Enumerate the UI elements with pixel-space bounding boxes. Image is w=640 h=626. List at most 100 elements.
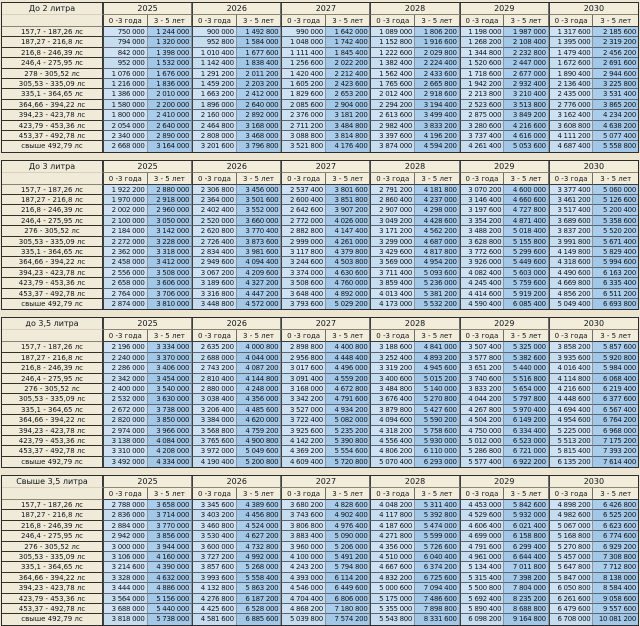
price-cell[interactable]: 4 187 600	[370, 520, 416, 532]
age-header[interactable]: 0 -3 года	[192, 172, 237, 185]
price-cell[interactable]: 3 461 200	[548, 195, 594, 206]
price-cell[interactable]: 5 093 600	[415, 267, 460, 279]
price-cell[interactable]: 3 689 600	[548, 215, 594, 227]
price-cell[interactable]: 3 206 400	[192, 404, 237, 416]
price-cell[interactable]: 1 896 000	[192, 99, 237, 111]
price-cell[interactable]: 2 435 000	[548, 89, 594, 100]
price-cell[interactable]: 5 671 400	[593, 236, 638, 248]
price-cell[interactable]: 4 667 600	[370, 562, 416, 573]
year-header[interactable]: 2029	[459, 318, 549, 331]
price-cell[interactable]: 2 890 000	[147, 130, 193, 142]
price-cell[interactable]: 6 335 400	[593, 278, 638, 289]
price-cell[interactable]: 2 691 600	[593, 58, 638, 69]
price-cell[interactable]: 750 000	[103, 27, 148, 38]
price-cell[interactable]: 2 433 600	[415, 68, 460, 79]
price-cell[interactable]: 4 868 200	[281, 603, 326, 615]
price-cell[interactable]: 6 693 800	[593, 298, 638, 310]
price-cell[interactable]: 2 464 800	[192, 120, 237, 131]
price-cell[interactable]: 5 474 000	[415, 520, 460, 532]
age-header[interactable]: 0 -3 года	[370, 488, 416, 501]
price-cell[interactable]: 3 743 600	[281, 510, 326, 521]
price-cell[interactable]: 990 000	[281, 27, 326, 38]
age-header[interactable]: 0 -3 года	[103, 488, 148, 501]
price-cell[interactable]: 3 454 000	[147, 373, 193, 384]
price-cell[interactable]: 1 742 400	[325, 37, 371, 48]
price-cell[interactable]: 4 044 000	[236, 352, 282, 364]
power-range-label[interactable]: 394,23 - 423,78 лс	[2, 267, 103, 279]
price-cell[interactable]: 2 875 000	[459, 110, 505, 121]
power-range-label[interactable]: 453,37 - 492,78 лс	[2, 446, 103, 457]
price-cell[interactable]: 6 374 200	[415, 562, 460, 573]
age-header[interactable]: 3 - 5 лет	[325, 330, 371, 343]
price-cell[interactable]: 5 140 000	[415, 383, 460, 395]
price-cell[interactable]: 5 315 400	[459, 572, 505, 584]
price-cell[interactable]: 4 448 400	[325, 352, 371, 364]
price-cell[interactable]: 2 640 000	[236, 99, 282, 111]
price-cell[interactable]: 3 456 000	[236, 184, 282, 196]
price-cell[interactable]: 3 966 000	[147, 425, 193, 436]
price-cell[interactable]: 952 000	[103, 58, 148, 69]
power-range-label[interactable]: 453,37 - 492,78 лс	[2, 288, 103, 299]
price-cell[interactable]: 2 982 400	[370, 120, 416, 131]
price-cell[interactable]: 2 224 400	[415, 58, 460, 69]
price-cell[interactable]: 5 491 200	[325, 552, 371, 563]
price-cell[interactable]: 6 187 200	[236, 593, 282, 604]
price-cell[interactable]: 3 444 000	[103, 583, 148, 594]
price-cell[interactable]: 4 620 000	[236, 415, 282, 426]
price-cell[interactable]: 4 243 200	[281, 562, 326, 573]
power-range-label[interactable]: 216,8 - 246,39 лс	[2, 363, 103, 374]
price-cell[interactable]: 2 956 800	[281, 352, 326, 364]
price-cell[interactable]: 3 468 000	[236, 130, 282, 142]
price-cell[interactable]: 4 393 000	[281, 572, 326, 584]
price-cell[interactable]: 4 428 600	[415, 215, 460, 227]
price-cell[interactable]: 3 658 000	[147, 500, 193, 511]
year-header[interactable]: 2026	[192, 318, 282, 331]
price-cell[interactable]: 2 410 000	[147, 110, 193, 121]
price-cell[interactable]: 3 944 000	[147, 541, 193, 553]
price-cell[interactable]: 2 376 000	[281, 110, 326, 121]
price-cell[interactable]: 3 070 200	[459, 184, 505, 196]
price-cell[interactable]: 5 516 800	[504, 373, 549, 384]
price-cell[interactable]: 5 168 800	[548, 531, 594, 542]
price-cell[interactable]: 5 012 000	[459, 435, 505, 447]
price-cell[interactable]: 3 740 600	[459, 373, 505, 384]
price-cell[interactable]: 4 856 200	[548, 288, 594, 299]
price-cell[interactable]: 4 750 000	[459, 425, 505, 436]
price-cell[interactable]: 5 599 000	[415, 531, 460, 542]
price-cell[interactable]: 1 076 000	[103, 68, 148, 79]
year-header[interactable]: 2030	[548, 476, 638, 489]
price-cell[interactable]: 3 926 000	[459, 257, 505, 268]
price-cell[interactable]: 2 022 200	[325, 58, 371, 69]
price-cell[interactable]: 3 833 200	[459, 383, 505, 395]
price-cell[interactable]: 5 039 800	[281, 614, 326, 625]
price-cell[interactable]: 4 934 200	[325, 404, 371, 416]
price-cell[interactable]: 2 456 200	[593, 47, 638, 59]
price-cell[interactable]: 4 209 600	[236, 267, 282, 279]
price-cell[interactable]: 1 256 600	[281, 58, 326, 69]
price-cell[interactable]: 3 280 600	[459, 120, 505, 131]
price-cell[interactable]: 2 635 200	[192, 342, 237, 353]
price-cell[interactable]: 6 623 600	[593, 520, 638, 532]
price-cell[interactable]: 6 158 800	[504, 531, 549, 542]
price-cell[interactable]: 2 932 400	[504, 78, 549, 90]
price-cell[interactable]: 3 106 000	[103, 552, 148, 563]
age-header[interactable]: 0 -3 года	[103, 172, 148, 185]
price-cell[interactable]: 3 850 000	[147, 415, 193, 426]
price-cell[interactable]: 1 244 000	[147, 27, 193, 38]
age-header[interactable]: 3 - 5 лет	[236, 488, 282, 501]
power-range-label[interactable]: 187,27 - 216,8 лс	[2, 37, 103, 48]
price-cell[interactable]: 3 972 000	[192, 446, 237, 457]
price-cell[interactable]: 2 642 600	[281, 205, 326, 216]
price-cell[interactable]: 3 856 000	[147, 531, 193, 542]
power-range-label[interactable]: 246,4 - 275,95 лс	[2, 58, 103, 69]
price-cell[interactable]: 4 732 800	[236, 541, 282, 553]
power-range-label[interactable]: 187,27 - 216,8 лс	[2, 510, 103, 521]
price-cell[interactable]: 4 453 000	[459, 500, 505, 511]
power-range-label[interactable]: 216,8 - 246,39 лс	[2, 205, 103, 216]
price-cell[interactable]: 4 886 000	[147, 583, 193, 594]
price-cell[interactable]: 2 203 200	[236, 78, 282, 90]
price-cell[interactable]: 4 261 000	[325, 236, 371, 248]
price-cell[interactable]: 1 765 600	[370, 78, 416, 90]
age-header[interactable]: 0 -3 года	[192, 330, 237, 343]
year-header[interactable]: 2026	[192, 160, 282, 173]
